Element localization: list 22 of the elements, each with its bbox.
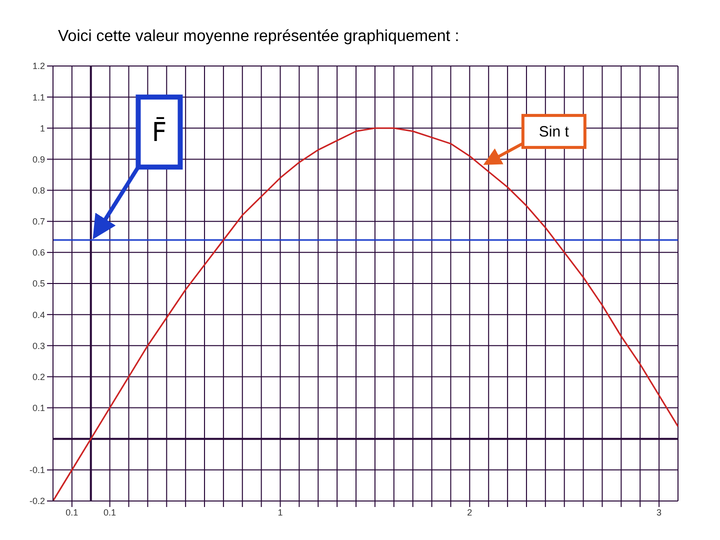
chart-title: Voici cette valeur moyenne représentée graphiquement :: [57, 27, 460, 47]
y-tick-label: 0.1: [32, 402, 45, 413]
x-tick-label: 3: [656, 507, 662, 518]
y-tick-label: 1.2: [32, 61, 45, 72]
x-tick-label: 1: [278, 507, 283, 518]
y-tick-label: -0.1: [29, 465, 45, 476]
y-tick-label: 0.4: [32, 310, 45, 320]
y-tick-label: 0.6: [32, 248, 45, 258]
x-tick-label: 0.1: [66, 507, 78, 518]
y-tick-label: 0.2: [32, 372, 45, 382]
ref-line-label: F̄: [152, 116, 167, 148]
y-tick-label: 0.9: [32, 154, 45, 164]
y-tick-label: 0.7: [32, 216, 45, 227]
y-tick-label: 0.8: [32, 185, 45, 196]
y-tick-label: 1: [40, 123, 45, 134]
y-tick-label: 0.3: [32, 340, 45, 351]
x-tick-label: 2: [467, 507, 472, 518]
y-tick-label: 0.5: [32, 278, 45, 289]
annotation: Sin t: [538, 123, 570, 140]
y-tick-label: 1.1: [32, 92, 45, 102]
y-tick-label: -0.2: [29, 496, 45, 506]
x-tick-label: 0.1: [104, 507, 116, 518]
